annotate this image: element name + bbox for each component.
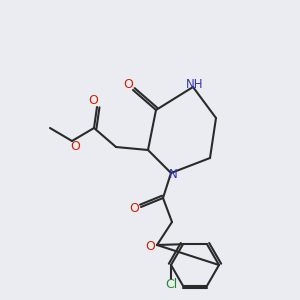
Text: Cl: Cl xyxy=(165,278,177,292)
Text: O: O xyxy=(145,239,155,253)
Text: O: O xyxy=(123,79,133,92)
Text: NH: NH xyxy=(186,79,204,92)
Text: O: O xyxy=(129,202,139,214)
Text: O: O xyxy=(70,140,80,152)
Text: N: N xyxy=(169,169,177,182)
Text: O: O xyxy=(88,94,98,107)
